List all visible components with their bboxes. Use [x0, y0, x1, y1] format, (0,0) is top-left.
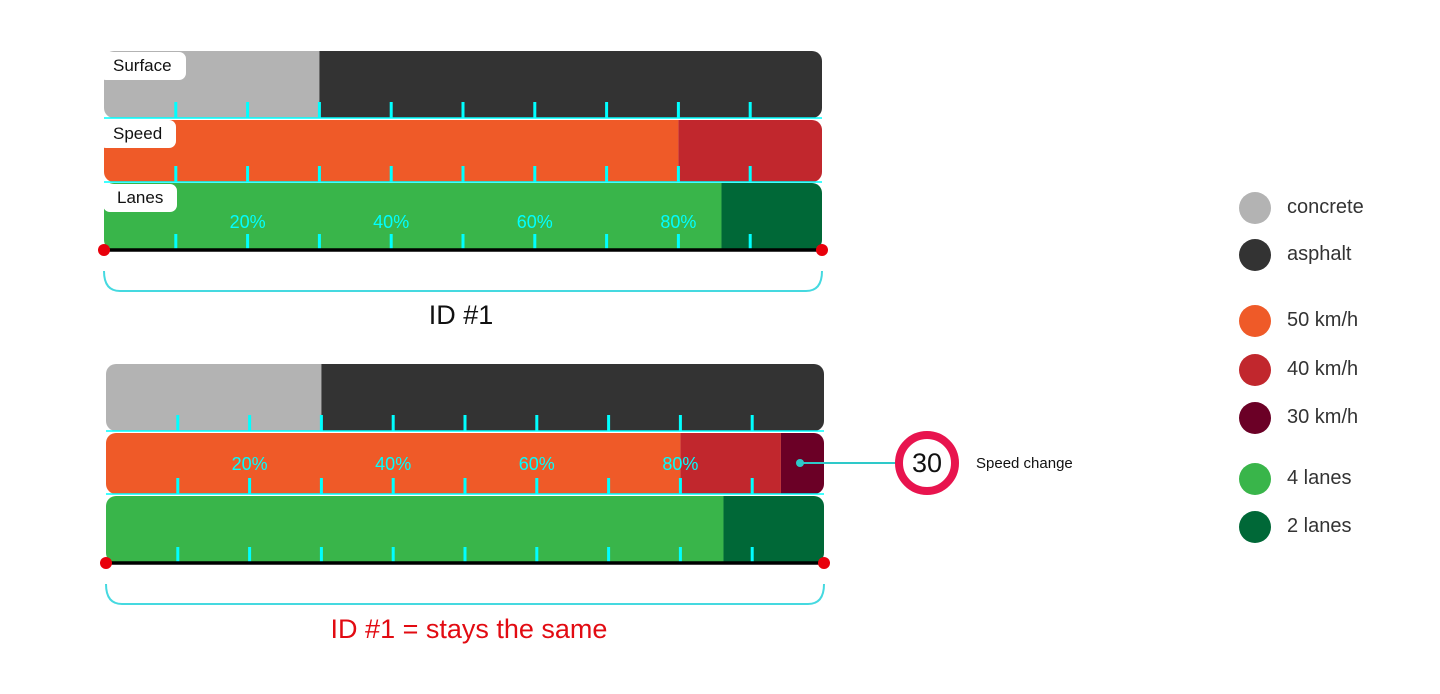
- top-diagram-caption: ID #1: [428, 300, 494, 330]
- start-point: [100, 557, 112, 569]
- speed-change-anchor-dot: [796, 459, 804, 467]
- speed-change-label: Speed change: [976, 455, 1073, 472]
- legend-label: 4 lanes: [1287, 467, 1352, 489]
- percent-label: 40%: [373, 212, 409, 232]
- percent-label: 20%: [232, 454, 268, 474]
- legend-swatch-40kmh: [1239, 354, 1271, 386]
- legend-label: 40 km/h: [1287, 358, 1359, 380]
- segment-4-lanes: [104, 183, 722, 250]
- start-point: [98, 244, 110, 256]
- lanes-track-label: Lanes: [103, 184, 178, 212]
- percent-label: 80%: [660, 212, 696, 232]
- segment-asphalt: [319, 51, 822, 118]
- legend-swatch-asphalt: [1239, 239, 1271, 271]
- segment-4-lanes: [106, 496, 724, 563]
- legend-label: concrete: [1287, 196, 1364, 218]
- segment-concrete: [106, 364, 322, 431]
- legend-swatch-2-lanes: [1239, 511, 1271, 543]
- segment-2-lanes: [721, 183, 822, 250]
- segment-2-lanes: [723, 496, 824, 563]
- segment-asphalt: [321, 364, 824, 431]
- bottom-diagram-caption: ID #1 = stays the same: [330, 614, 608, 644]
- legend-label: 50 km/h: [1287, 309, 1359, 331]
- speed-limit-sign-icon: 30: [895, 431, 959, 495]
- surface-track-label: Surface: [99, 52, 186, 80]
- id-bracket: [105, 583, 825, 605]
- legend-swatch-4-lanes: [1239, 463, 1271, 495]
- segment-40-km-h: [680, 433, 781, 494]
- id-bracket: [103, 270, 823, 292]
- end-point: [818, 557, 830, 569]
- percent-label: 60%: [519, 454, 555, 474]
- legend-label: asphalt: [1287, 243, 1352, 265]
- percent-label: 80%: [662, 454, 698, 474]
- legend-swatch-30kmh: [1239, 402, 1271, 434]
- legend-swatch-50kmh: [1239, 305, 1271, 337]
- legend-label: 30 km/h: [1287, 406, 1359, 428]
- end-point: [816, 244, 828, 256]
- speed-track-label: Speed: [99, 120, 177, 148]
- percent-label: 60%: [517, 212, 553, 232]
- percent-label: 20%: [230, 212, 266, 232]
- percent-label: 40%: [375, 454, 411, 474]
- legend-label: 2 lanes: [1287, 515, 1352, 537]
- legend-swatch-concrete: [1239, 192, 1271, 224]
